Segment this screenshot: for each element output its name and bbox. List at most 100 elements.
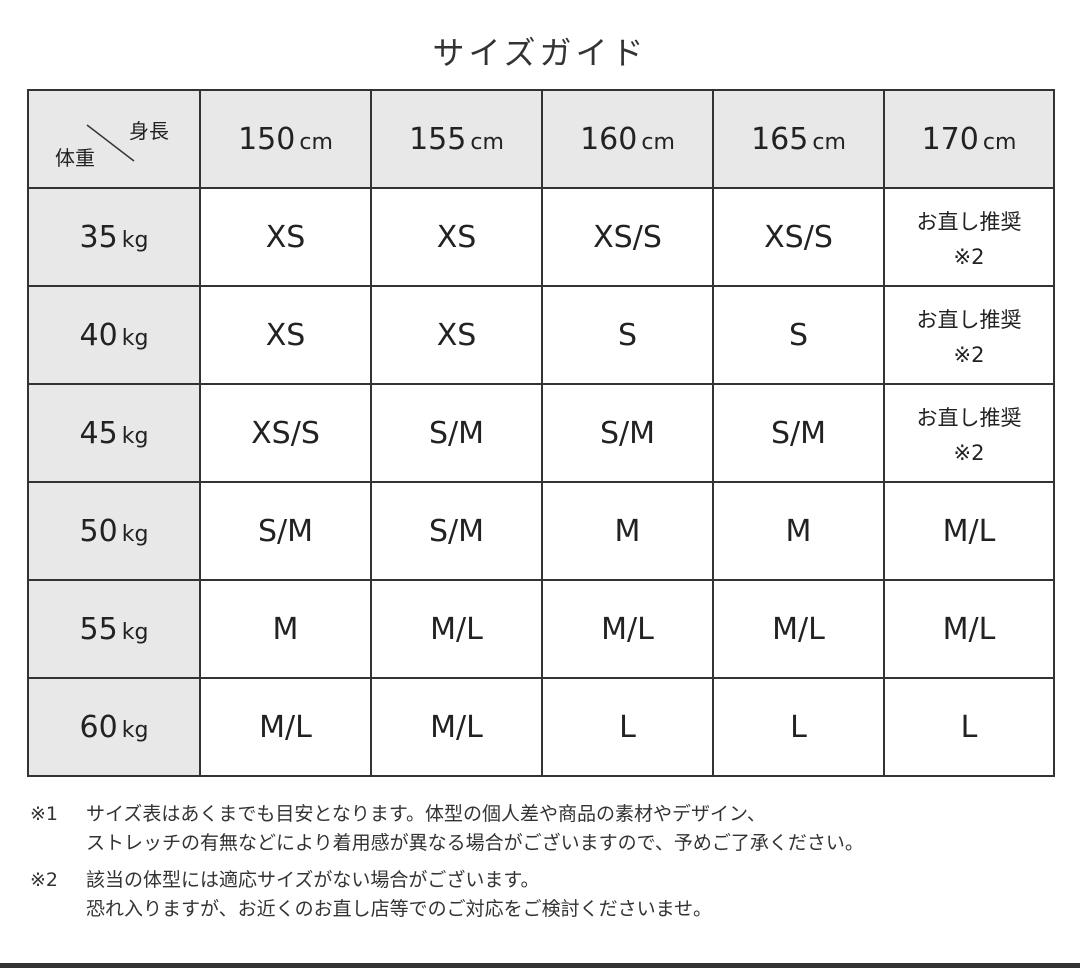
size-value: お直し推奨 ※2	[916, 406, 1022, 465]
size-cell: XS/S	[541, 187, 714, 287]
footnotes: ※1 サイズ表はあくまでも目安となります。体型の個人差や商品の素材やデザイン、スト…	[30, 800, 864, 932]
footnote: ※1 サイズ表はあくまでも目安となります。体型の個人差や商品の素材やデザイン、スト…	[30, 800, 864, 858]
footnote-mark: ※1	[30, 803, 59, 825]
size-value: S	[617, 317, 638, 353]
size-cell: L	[541, 677, 714, 777]
weight-unit: kg	[121, 619, 149, 645]
size-value: M	[272, 611, 299, 647]
size-value: お直し推奨 ※2	[916, 210, 1022, 269]
size-cell: お直し推奨 ※2	[883, 285, 1055, 385]
size-cell: XS/S	[199, 383, 372, 483]
weight-label: 体重	[55, 146, 95, 170]
size-table: 身長 体重 150 cm 155 cm 160 cm 165 cm 170 cm 35 kg XS XS XS/…	[27, 89, 1055, 777]
table-row: 50 kg S/M S/M M M M/L	[27, 481, 1055, 581]
size-value: XS/S	[593, 219, 662, 255]
table-row: 55 kg M M/L M/L M/L M/L	[27, 579, 1055, 679]
corner-cell: 身長体重	[27, 89, 201, 189]
weight-unit: kg	[121, 521, 149, 547]
size-cell: XS	[199, 187, 372, 287]
bottom-border	[0, 963, 1080, 968]
header-row: 身長 体重 150 cm 155 cm 160 cm 165 cm 170 cm	[27, 89, 1055, 189]
height-unit: cm	[641, 129, 675, 155]
weight-unit: kg	[121, 325, 149, 351]
footnote-text: 該当の体型には適応サイズがない場合がございます。	[86, 869, 540, 891]
size-cell: S/M	[370, 481, 543, 581]
size-cell: M/L	[370, 579, 543, 679]
size-value: M/L	[259, 709, 312, 745]
size-value: S/M	[257, 513, 314, 549]
height-unit: cm	[299, 129, 333, 155]
height-unit: cm	[812, 129, 846, 155]
size-cell: M/L	[883, 481, 1055, 581]
size-cell: XS	[370, 187, 543, 287]
weight-unit: kg	[121, 423, 149, 449]
height-header: 165 cm	[712, 89, 885, 189]
weight-value: 35	[79, 219, 118, 255]
size-cell: M/L	[541, 579, 714, 679]
size-value: L	[619, 709, 636, 745]
weight-header: 35 kg	[27, 187, 201, 287]
footnote-line: ※1 サイズ表はあくまでも目安となります。体型の個人差や商品の素材やデザイン、	[30, 800, 864, 829]
size-value: M/L	[430, 709, 483, 745]
size-value: M	[614, 513, 641, 549]
height-label: 身長	[129, 119, 169, 143]
weight-header: 60 kg	[27, 677, 201, 777]
size-value: M/L	[772, 611, 825, 647]
size-value: XS	[265, 317, 306, 353]
footnote-mark: ※2	[30, 869, 59, 891]
size-value: S/M	[428, 415, 485, 451]
size-cell: M/L	[199, 677, 372, 777]
size-cell: XS	[370, 285, 543, 385]
size-value: M/L	[601, 611, 654, 647]
size-cell: M/L	[883, 579, 1055, 679]
size-cell: S/M	[541, 383, 714, 483]
size-value: XS/S	[251, 415, 320, 451]
weight-header: 45 kg	[27, 383, 201, 483]
size-value: S/M	[599, 415, 656, 451]
weight-header: 40 kg	[27, 285, 201, 385]
height-value: 170	[921, 121, 979, 157]
height-value: 160	[580, 121, 638, 157]
size-value: XS	[436, 317, 477, 353]
size-cell: S	[712, 285, 885, 385]
weight-value: 45	[79, 415, 118, 451]
table-row: 35 kg XS XS XS/S XS/S お直し推奨 ※2	[27, 187, 1055, 287]
height-unit: cm	[470, 129, 504, 155]
weight-header: 50 kg	[27, 481, 201, 581]
footnote-line: ストレッチの有無などにより着用感が異なる場合がございますので、予めご了承ください…	[30, 829, 864, 858]
size-cell: S/M	[199, 481, 372, 581]
size-value: XS	[436, 219, 477, 255]
size-cell: M/L	[712, 579, 885, 679]
size-value: S/M	[428, 513, 485, 549]
footnote-line: 恐れ入りますが、お近くのお直し店等でのご対応をご検討くださいませ。	[30, 895, 864, 924]
footnote-text: 恐れ入りますが、お近くのお直し店等でのご対応をご検討くださいませ。	[86, 898, 713, 920]
diagonal-line	[86, 124, 135, 162]
height-header: 150 cm	[199, 89, 372, 189]
size-value: XS	[265, 219, 306, 255]
footnote-line: ※2 該当の体型には適応サイズがない場合がございます。	[30, 866, 864, 895]
table-row: 60 kg M/L M/L L L L	[27, 677, 1055, 777]
height-value: 155	[409, 121, 467, 157]
size-cell: S	[541, 285, 714, 385]
size-cell: L	[712, 677, 885, 777]
weight-value: 60	[79, 709, 118, 745]
size-cell: M	[712, 481, 885, 581]
size-cell: S/M	[712, 383, 885, 483]
footnote-text: ストレッチの有無などにより着用感が異なる場合がございますので、予めご了承ください…	[86, 832, 864, 854]
size-value: L	[790, 709, 807, 745]
table-row: 40 kg XS XS S S お直し推奨 ※2	[27, 285, 1055, 385]
size-value: L	[960, 709, 978, 745]
weight-value: 40	[79, 317, 118, 353]
size-value: XS/S	[764, 219, 833, 255]
footnote: ※2 該当の体型には適応サイズがない場合がございます。恐れ入りますが、お近くのお直…	[30, 866, 864, 924]
size-value: M/L	[430, 611, 483, 647]
size-cell: L	[883, 677, 1055, 777]
size-value: S/M	[770, 415, 827, 451]
size-value: S	[788, 317, 809, 353]
height-header: 170 cm	[883, 89, 1055, 189]
size-value: M/L	[942, 513, 996, 549]
table-row: 45 kg XS/S S/M S/M S/M お直し推奨 ※2	[27, 383, 1055, 483]
size-cell: S/M	[370, 383, 543, 483]
height-header: 155 cm	[370, 89, 543, 189]
weight-header: 55 kg	[27, 579, 201, 679]
